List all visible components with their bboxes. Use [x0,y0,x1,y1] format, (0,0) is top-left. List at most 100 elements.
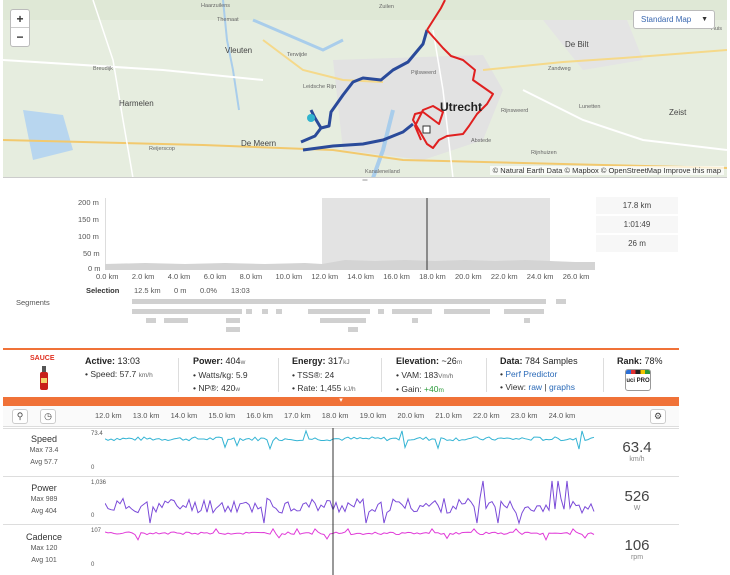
power-row-avg: Avg 404 [31,508,57,515]
power-current-unit: W [633,505,641,512]
map-label-leidsche-rijn: Leidsche Rijn [303,84,337,90]
watts-value: 5.9 [235,370,248,380]
power-row-title: Power [31,483,57,493]
elev-y-tick: 50 m [83,249,100,258]
stream-x-tick: 19.0 km [359,411,387,420]
segment-bar[interactable] [504,309,544,314]
power-line [105,480,595,525]
zoom-control: + − [10,9,30,47]
segment-bar[interactable] [226,327,240,332]
segment-bar[interactable] [556,299,566,304]
map-canvas [3,0,727,177]
stream-x-tick: 20.0 km [397,411,425,420]
segment-bar[interactable] [378,309,384,314]
segment-bar[interactable] [262,309,268,314]
elevation-x-tick: 26.0 km [562,272,590,281]
power-y-max: 1,036 [91,480,107,486]
info-distance: 17.8 km [596,197,678,215]
info-elevation: 26 m [596,235,678,253]
map-pin-icon[interactable]: ⚲ [12,409,28,424]
view-raw-link[interactable]: raw [528,382,543,392]
stream-x-tick: 21.0 km [435,411,462,420]
view-graphs-link[interactable]: graphs [549,382,575,392]
map-label-de-meern: De Meern [241,139,277,148]
segment-bar[interactable] [320,318,366,323]
map-label-lunetten: Lunetten [579,104,601,110]
map-label-terwijde: Terwijde [287,52,308,58]
stream-x-tick: 16.0 km [246,411,273,420]
cadence-line [105,527,595,542]
zoom-out-button[interactable]: − [16,30,24,44]
map-label-themaat: Themaat [217,17,239,23]
perf-predictor-link[interactable]: Perf Predictor [505,369,558,379]
streams-x-axis: 12.0 km 13.0 km 14.0 km 15.0 km 16.0 km 17.0 … [0,411,730,421]
stat-rank: Rank: 78% [617,355,663,368]
elevation-chart[interactable]: 200 m 150 m 100 m 50 m 0 m 17.8 km 1:01:… [0,190,730,290]
segment-bar[interactable] [146,318,156,323]
map-label-breudijk: Breudijk [93,66,113,72]
speed-row-title: Speed [30,434,58,444]
map-label-pijlsweerd: Pijlsweerd [411,70,437,76]
segment-bar[interactable] [226,318,240,323]
segment-bar[interactable] [132,309,242,314]
segment-bar[interactable] [348,327,358,332]
segment-bar[interactable] [524,318,530,323]
segment-bar[interactable] [412,318,418,323]
selection-label: Selection [86,286,120,295]
segment-bar[interactable] [164,318,188,323]
segment-bar[interactable] [276,309,282,314]
active-label: Active: [85,356,116,366]
divider [278,358,279,392]
segment-bar[interactable] [132,299,546,304]
segment-bar[interactable] [246,309,252,314]
rate-value: 1,455 [320,383,342,393]
elevation-x-axis: 0.0 km 2.0 km 4.0 km 6.0 km 8.0 km 10.0 km 12.… [0,272,730,282]
map-resize-handle[interactable]: ═ [362,177,368,184]
segment-bar[interactable] [444,309,490,314]
map-label-vleuten: Vleuten [225,46,253,55]
row-divider [3,476,679,477]
elevation-x-tick: 8.0 km [239,272,263,281]
map-type-select[interactable]: Standard Map ▼ [633,10,715,29]
zoom-in-button[interactable]: + [11,10,29,28]
cadence-row-avg: Avg 101 [31,557,57,564]
power-row-max: Max 989 [30,496,58,503]
route-map[interactable]: Haarzuilens Themaat Vleuten Terwijde Har… [3,0,727,178]
elevation-plot [105,198,595,270]
elev-y-tick: 200 m [78,198,99,207]
elev-y-tick: 0 m [88,264,101,273]
speed-value: 57.7 [119,369,137,379]
divider [381,358,382,392]
gain-value: +40 [424,384,439,394]
stream-x-tick: 18.0 km [321,411,349,420]
gear-icon[interactable]: ⚙ [650,409,666,424]
tss-label: TSS®: [297,370,323,380]
divider [486,358,487,392]
elevation-label: Elevation: [396,356,440,366]
elevation-unit: m [456,359,463,366]
chevron-down-icon: ▼ [701,16,708,23]
segment-bar[interactable] [392,309,432,314]
uci-pro-badge: uci PRO [625,369,651,391]
streams-plot[interactable] [105,428,595,575]
cadence-current: 106 rpm [597,538,677,562]
speed-y-max: 73.4 [91,431,103,437]
divider [178,358,179,392]
map-label-rijnsweerd: Rijnsweerd [501,108,529,114]
clock-icon[interactable]: ◷ [40,409,56,424]
rank-value: 78% [644,356,663,366]
elev-y-tick: 150 m [78,215,99,224]
map-label-utrecht: Utrecht [440,100,483,114]
stat-elevation: Elevation: ~26m • VAM: 183Vm/h • Gain: +… [396,356,463,394]
map-label-abstede: Abstede [471,138,492,144]
map-type-label: Standard Map [641,15,692,24]
segment-bar[interactable] [308,309,370,314]
data-label: Data: [500,356,523,366]
activity-summary: SAUCE Active: 13:03 • Speed: 57.7 km/h P… [3,348,679,396]
watts-label: Watts/kg: [198,370,234,380]
selection-time: 13:03 [231,286,250,295]
speed-label: Speed: [90,369,118,379]
collapse-toggle[interactable]: ▾ [3,397,679,406]
map-attribution[interactable]: © Natural Earth Data © Mapbox © OpenStre… [489,166,724,175]
